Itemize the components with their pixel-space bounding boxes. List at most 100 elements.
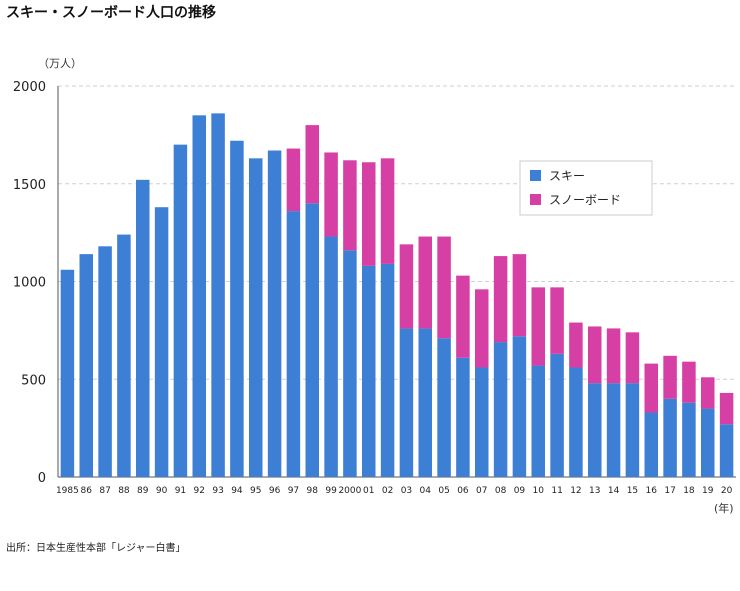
bar-ski (663, 398, 677, 477)
bar-ski (60, 269, 75, 477)
x-tick-label: 16 (646, 486, 658, 496)
x-tick-label: 1985 (56, 486, 79, 496)
bar-snowboard (305, 125, 319, 204)
bar-snowboard (437, 236, 451, 339)
x-tick-label: 17 (664, 486, 675, 496)
bar-snowboard (493, 256, 508, 343)
legend-label-snowboard: スノーボード (549, 193, 621, 207)
x-tick-label: 19 (702, 486, 714, 496)
x-tick-label: 94 (231, 486, 243, 496)
x-tick-label: 11 (551, 486, 562, 496)
y-tick-label: 2000 (13, 80, 46, 95)
x-tick-label: 92 (194, 486, 205, 496)
bar-snowboard (550, 287, 564, 354)
bar-ski (98, 246, 112, 477)
y-tick-label: 500 (21, 373, 46, 388)
x-tick-label: 13 (589, 486, 600, 496)
bar-ski (493, 342, 508, 477)
x-tick-label: 09 (514, 486, 526, 496)
y-tick-label: 1500 (13, 178, 46, 193)
bar-ski (136, 179, 150, 477)
bar-ski (305, 203, 319, 478)
bar-ski (286, 211, 301, 477)
legend-box (519, 160, 653, 216)
x-tick-label: 91 (175, 486, 186, 496)
bar-snowboard (663, 355, 677, 399)
bar-snowboard (324, 152, 338, 237)
x-tick-label: 10 (533, 486, 545, 496)
x-tick-label: 12 (570, 486, 581, 496)
bar-ski (531, 365, 545, 477)
bar-snowboard (399, 244, 414, 329)
y-axis-unit-label: （万人） (38, 57, 82, 70)
x-tick-label: 2000 (338, 486, 361, 496)
bar-ski (324, 236, 338, 477)
bar-snowboard (456, 275, 470, 358)
bar-snowboard (682, 361, 696, 403)
bar-ski (211, 113, 225, 478)
bar-ski (569, 367, 583, 477)
x-tick-label: 88 (118, 486, 130, 496)
x-tick-label: 15 (627, 486, 638, 496)
y-tick-label: 1000 (13, 276, 46, 291)
bar-ski (456, 357, 470, 477)
bar-snowboard (475, 289, 489, 368)
x-tick-label: 93 (212, 486, 223, 496)
bar-snowboard (512, 254, 527, 337)
bar-snowboard (606, 328, 621, 384)
legend-label-ski: スキー (549, 169, 585, 183)
x-tick-label: 90 (156, 486, 168, 496)
x-tick-label: 04 (420, 486, 432, 496)
bar-ski (588, 383, 602, 477)
x-tick-label: 86 (81, 486, 93, 496)
bar-ski (192, 115, 206, 477)
x-tick-label: 05 (438, 486, 449, 496)
bar-ski (79, 254, 93, 477)
bar-snowboard (343, 160, 357, 251)
bar-ski (606, 383, 621, 477)
bar-snowboard (719, 392, 734, 425)
bar-snowboard (588, 326, 602, 384)
bar-ski (625, 383, 640, 477)
bar-ski (418, 328, 432, 477)
bar-snowboard (625, 332, 640, 384)
legend: スキー スノーボード (519, 160, 653, 216)
x-axis-unit-label: (年) (714, 501, 734, 515)
bar-ski (117, 234, 131, 477)
bar-ski (682, 402, 696, 477)
bar-snowboard (380, 158, 395, 264)
y-tick-label: 0 (38, 471, 46, 486)
x-tick-label: 89 (137, 486, 149, 496)
bar-ski (719, 424, 734, 477)
bar-ski (701, 408, 715, 477)
x-tick-label: 14 (608, 486, 620, 496)
bar-ski (267, 150, 282, 477)
x-tick-label: 20 (721, 486, 733, 496)
x-tick-label: 06 (457, 486, 469, 496)
bar-snowboard (418, 236, 432, 329)
legend-swatch-ski (530, 170, 541, 181)
bar-snowboard (362, 162, 376, 266)
legend-swatch-snowboard (530, 194, 541, 205)
bar-ski (475, 367, 489, 477)
x-tick-label: 01 (363, 486, 374, 496)
bar-snowboard (569, 322, 583, 368)
bar-ski (154, 207, 169, 477)
bar-ski (173, 144, 188, 477)
bar-ski (343, 250, 357, 477)
x-tick-label: 02 (382, 486, 393, 496)
bar-ski (380, 263, 395, 477)
bar-snowboard (644, 363, 658, 413)
bar-ski (437, 338, 451, 477)
x-tick-label: 03 (401, 486, 412, 496)
bar-ski (362, 265, 376, 477)
chart-title: スキー・スノーボード人口の推移 (6, 5, 216, 21)
source-note: 出所：日本生産性本部「レジャー白書」 (6, 543, 186, 554)
bar-snowboard (286, 148, 301, 212)
x-tick-label: 87 (99, 486, 110, 496)
bar-ski (644, 412, 658, 477)
bar-ski (249, 158, 263, 477)
x-tick-label: 07 (476, 486, 487, 496)
bar-ski (550, 353, 564, 477)
